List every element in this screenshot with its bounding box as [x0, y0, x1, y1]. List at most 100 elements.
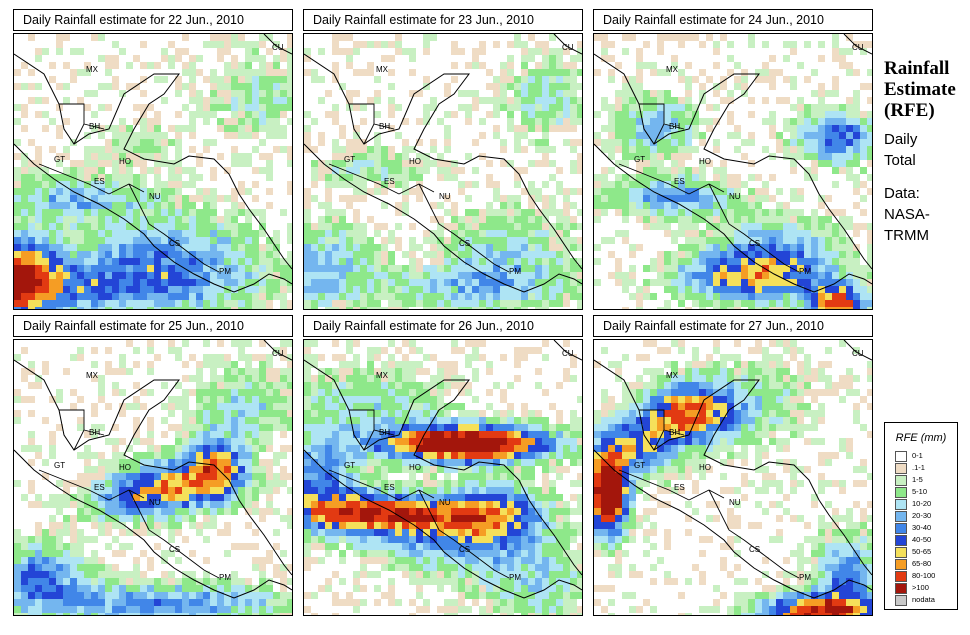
rain-cell: [570, 55, 577, 62]
rain-cell: [21, 244, 28, 251]
rain-cell: [210, 265, 217, 272]
rain-cell: [601, 48, 608, 55]
rain-cell: [182, 62, 189, 69]
rain-cell: [563, 111, 570, 118]
rain-cell: [84, 487, 91, 494]
rain-cell: [853, 300, 860, 307]
rain-cell: [472, 223, 479, 230]
rain-cell: [21, 445, 28, 452]
rain-cell: [91, 167, 98, 174]
rain-cell: [56, 613, 63, 615]
country-label: ES: [384, 177, 395, 186]
rain-cell: [98, 279, 105, 286]
rain-cell: [203, 230, 210, 237]
rain-cell: [21, 230, 28, 237]
rain-cell: [339, 209, 346, 216]
rain-cell: [161, 494, 168, 501]
rain-cell: [374, 167, 381, 174]
rain-cell: [245, 424, 252, 431]
rain-cell: [727, 209, 734, 216]
rain-cell: [479, 230, 486, 237]
rain-cell: [84, 167, 91, 174]
rain-cell: [280, 76, 287, 83]
rain-cell: [528, 188, 535, 195]
rain-cell: [203, 223, 210, 230]
rain-cell: [563, 279, 570, 286]
rain-cell: [98, 181, 105, 188]
rain-cell: [21, 237, 28, 244]
rain-cell: [507, 424, 514, 431]
rain-cell: [339, 258, 346, 265]
country-label: CS: [169, 545, 180, 554]
rain-cell: [182, 487, 189, 494]
rain-cell: [846, 167, 853, 174]
rain-cell: [636, 62, 643, 69]
rain-cell: [535, 62, 542, 69]
rain-cell: [839, 125, 846, 132]
rain-cell: [70, 571, 77, 578]
rain-cell: [154, 599, 161, 606]
rain-cell: [507, 473, 514, 480]
rain-cell: [741, 202, 748, 209]
rain-cell: [105, 529, 112, 536]
rain-cell: [252, 613, 259, 615]
rain-cell: [563, 368, 570, 375]
rain-cell: [287, 564, 292, 571]
rain-cell: [133, 361, 140, 368]
rain-cell: [818, 83, 825, 90]
rain-cell: [486, 272, 493, 279]
rain-cell: [161, 209, 168, 216]
rain-cell: [332, 139, 339, 146]
rain-cell: [161, 578, 168, 585]
rain-cell: [189, 424, 196, 431]
rain-cell: [832, 293, 839, 300]
country-label: GT: [54, 461, 65, 470]
rain-cell: [175, 286, 182, 293]
rain-cell: [528, 69, 535, 76]
rain-cell: [748, 258, 755, 265]
rain-cell: [196, 592, 203, 599]
rain-cell: [507, 104, 514, 111]
rain-cell: [217, 445, 224, 452]
rain-cell: [119, 459, 126, 466]
rain-cell: [346, 181, 353, 188]
rain-cell: [514, 216, 521, 223]
rain-cell: [535, 251, 542, 258]
rain-cell: [161, 181, 168, 188]
rain-cell: [367, 417, 374, 424]
rain-cell: [402, 368, 409, 375]
rain-cell: [304, 480, 311, 487]
rain-cell: [304, 48, 311, 55]
rain-cell: [507, 251, 514, 258]
rain-cell: [867, 160, 872, 167]
rain-cell: [853, 265, 860, 272]
rain-cell: [507, 279, 514, 286]
rain-cell: [360, 286, 367, 293]
rain-cell: [63, 153, 70, 160]
rain-cell: [395, 132, 402, 139]
rain-cell: [713, 139, 720, 146]
country-label: BH: [379, 122, 390, 131]
rain-cell: [395, 452, 402, 459]
rain-cell: [734, 216, 741, 223]
rain-cell: [77, 195, 84, 202]
rain-cell: [280, 480, 287, 487]
rain-cell: [514, 97, 521, 104]
rain-cell: [367, 272, 374, 279]
rain-cell: [259, 244, 266, 251]
rain-cell: [402, 396, 409, 403]
rain-cell: [196, 216, 203, 223]
rain-cell: [21, 550, 28, 557]
rain-cell: [374, 452, 381, 459]
rain-cell: [175, 424, 182, 431]
rain-cell: [486, 368, 493, 375]
rain-cell: [70, 265, 77, 272]
rain-cell: [70, 578, 77, 585]
rain-cell: [14, 216, 21, 223]
rain-cell: [126, 167, 133, 174]
rain-cell: [416, 382, 423, 389]
rain-cell: [14, 410, 21, 417]
rain-cell: [280, 293, 287, 300]
rain-cell: [126, 265, 133, 272]
rain-cell: [465, 216, 472, 223]
